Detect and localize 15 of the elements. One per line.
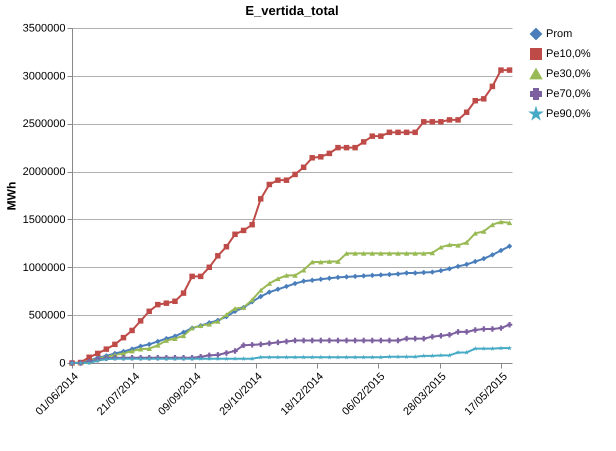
y-axis-title: MWh [4, 182, 19, 210]
y-tick-label: 2500000 [22, 118, 66, 130]
y-tick-label: 3500000 [22, 22, 66, 34]
y-tick-label: 500000 [28, 310, 66, 322]
chart-title: E_vertida_total [245, 3, 339, 18]
y-tick-label: 1500000 [22, 214, 66, 226]
y-tick-label: 3000000 [22, 70, 66, 82]
y-tick-label: 0 [59, 358, 66, 370]
legend-label: Pe70,0% [546, 88, 591, 100]
y-tick-label: 1000000 [22, 262, 66, 274]
legend-label: Pe90,0% [546, 108, 591, 120]
legend-label: Pe30,0% [546, 68, 591, 80]
y-tick-label: 2000000 [22, 166, 66, 178]
legend-label: Prom [546, 28, 572, 40]
legend-label: Pe10,0% [546, 48, 591, 60]
